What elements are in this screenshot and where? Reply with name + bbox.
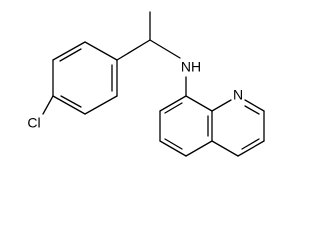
double-bond xyxy=(60,95,82,108)
bond xyxy=(52,41,86,61)
atom-label: N xyxy=(233,87,243,103)
bond xyxy=(159,95,187,112)
bond xyxy=(84,41,118,61)
bond xyxy=(237,140,265,157)
bond xyxy=(211,140,239,157)
bonds xyxy=(42,11,265,157)
bond xyxy=(116,39,151,61)
bond xyxy=(244,99,265,112)
bond xyxy=(149,39,181,59)
atom-label: Cl xyxy=(27,115,40,131)
page: Cl NH N (() => { const data = JSON.parse… xyxy=(27,11,265,157)
bond xyxy=(159,140,187,157)
bond xyxy=(52,95,86,115)
atom-label: NH xyxy=(181,59,201,75)
bond xyxy=(211,99,232,112)
bond xyxy=(84,95,118,115)
double-bond xyxy=(244,105,260,115)
bond xyxy=(185,95,213,112)
double-bond xyxy=(164,138,183,150)
double-bond xyxy=(164,102,183,114)
structure-diagram: Cl NH N xyxy=(27,11,265,157)
bond xyxy=(42,95,54,115)
double-bond xyxy=(241,138,260,150)
bond xyxy=(185,140,213,157)
double-bond xyxy=(59,48,82,62)
